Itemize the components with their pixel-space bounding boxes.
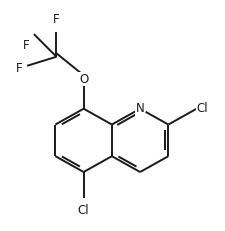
- Text: F: F: [16, 61, 22, 75]
- Text: Cl: Cl: [196, 102, 207, 115]
- Text: N: N: [135, 102, 144, 115]
- Text: F: F: [53, 13, 60, 26]
- Text: F: F: [23, 39, 29, 52]
- Text: Cl: Cl: [77, 204, 89, 217]
- Text: O: O: [79, 73, 88, 86]
